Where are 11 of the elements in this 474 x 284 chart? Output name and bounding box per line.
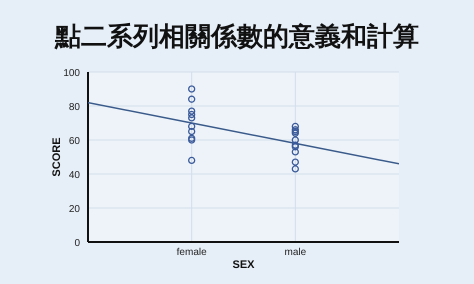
y-tick-label: 60 — [68, 136, 80, 147]
y-axis-title: SCORE — [51, 137, 63, 177]
x-tick-label: female — [176, 247, 208, 258]
y-tick-label: 100 — [63, 68, 80, 79]
y-tick-label: 0 — [74, 238, 80, 249]
y-tick-label: 20 — [68, 204, 80, 215]
y-tick-label: 40 — [68, 170, 80, 181]
x-axis-title: SEX — [232, 259, 256, 271]
y-tick-label: 80 — [68, 102, 80, 113]
chart-title: 點二系列相關係數的意義和計算 — [54, 21, 419, 51]
x-tick-label: male — [284, 247, 307, 258]
